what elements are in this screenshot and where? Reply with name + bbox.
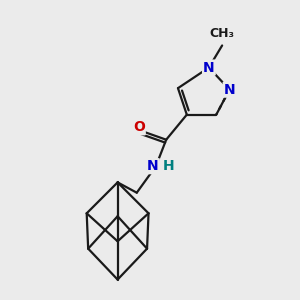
Text: N: N — [224, 82, 235, 97]
Text: CH₃: CH₃ — [210, 27, 235, 40]
Text: O: O — [133, 120, 145, 134]
Text: H: H — [162, 159, 174, 173]
Text: N: N — [147, 159, 159, 173]
Text: N: N — [203, 61, 215, 75]
